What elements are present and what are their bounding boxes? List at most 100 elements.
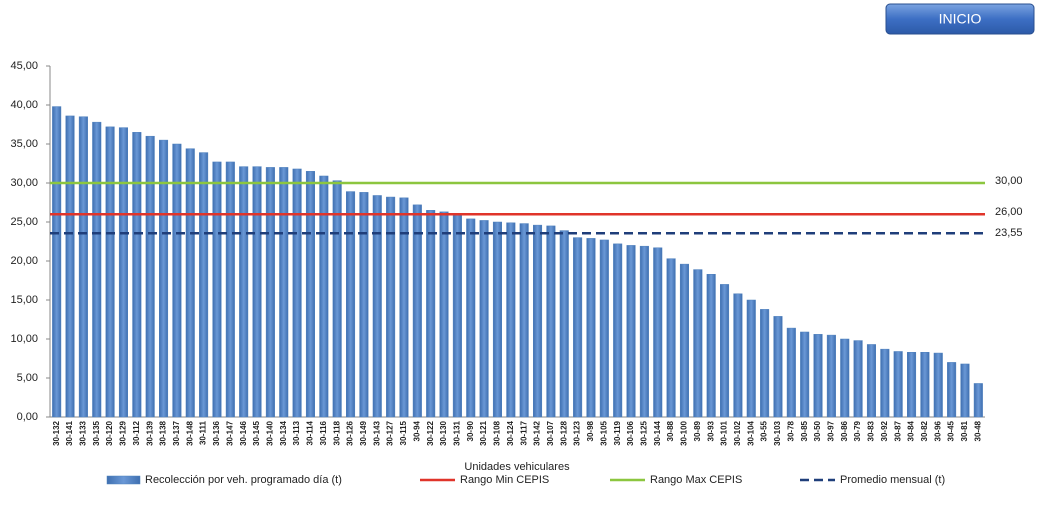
x-tick-label: 30-88	[666, 420, 675, 441]
button-label[interactable]: INICIO	[939, 11, 982, 27]
bar	[573, 237, 583, 418]
x-tick-label: 30-86	[840, 420, 849, 441]
x-tick-label: 30-134	[279, 420, 288, 445]
x-tick-label: 30-123	[573, 420, 582, 445]
bar	[960, 363, 970, 418]
bar	[346, 191, 356, 418]
bar	[492, 221, 502, 418]
x-tick-label: 30-136	[212, 420, 221, 445]
y-tick-label: 10,00	[10, 333, 38, 345]
x-tick-label: 30-141	[65, 420, 74, 445]
x-tick-label: 30-130	[439, 420, 448, 445]
bar	[412, 204, 422, 418]
legend-swatch	[106, 475, 141, 485]
x-tick-label: 30-48	[973, 420, 982, 441]
bar	[185, 148, 195, 418]
bar	[533, 224, 543, 418]
x-tick-label: 30-108	[493, 420, 502, 445]
inicio-button[interactable]: INICIO	[885, 3, 1035, 35]
legend-label: Rango Min CEPIS	[460, 474, 549, 486]
bar	[305, 171, 315, 418]
bar	[372, 195, 382, 418]
y-tick-label: 30,00	[10, 177, 38, 189]
reference-label: 26,00	[995, 206, 1023, 218]
x-tick-label: 30-122	[426, 420, 435, 445]
x-tick-label: 30-111	[199, 420, 208, 445]
x-tick-label: 30-133	[79, 420, 88, 445]
y-tick-label: 25,00	[10, 216, 38, 228]
x-tick-label: 30-144	[653, 420, 662, 445]
bar	[826, 334, 836, 418]
x-tick-label: 30-45	[947, 420, 956, 441]
x-tick-label: 30-149	[359, 420, 368, 445]
bar	[746, 299, 756, 418]
bar	[92, 121, 102, 418]
bar	[786, 327, 796, 418]
x-tick-label: 30-90	[466, 420, 475, 441]
bar	[332, 180, 342, 418]
bar	[653, 247, 663, 418]
bar	[840, 338, 850, 418]
bar	[65, 115, 75, 418]
legend-label: Rango Max CEPIS	[650, 474, 742, 486]
bar	[439, 211, 449, 418]
bar	[252, 166, 262, 418]
x-tick-label: 30-82	[920, 420, 929, 441]
bar	[132, 132, 142, 418]
x-tick-label: 30-128	[559, 420, 568, 445]
bar	[386, 196, 396, 418]
bar	[733, 293, 743, 418]
button-bg[interactable]	[885, 3, 1035, 35]
x-tick-label: 30-94	[412, 420, 421, 441]
bar	[626, 245, 636, 418]
x-tick-label: 30-148	[185, 420, 194, 445]
y-tick-label: 45,00	[10, 60, 38, 72]
bar	[145, 135, 155, 418]
x-tick-label: 30-100	[680, 420, 689, 445]
bar	[292, 168, 302, 418]
bar	[773, 316, 783, 418]
bar	[706, 274, 716, 418]
x-tick-label: 30-112	[132, 420, 141, 445]
y-tick-label: 5,00	[17, 372, 38, 384]
bar	[239, 166, 249, 418]
reference-label: 30,00	[995, 175, 1023, 187]
bar	[760, 309, 770, 418]
bar	[466, 218, 476, 418]
x-tick-label: 30-55	[760, 420, 769, 441]
bar	[519, 223, 529, 418]
x-tick-label: 30-113	[292, 420, 301, 445]
x-tick-label: 30-146	[239, 420, 248, 445]
x-tick-label: 30-117	[519, 420, 528, 445]
x-tick-label: 30-131	[453, 420, 462, 445]
x-tick-label: 30-106	[626, 420, 635, 445]
x-tick-label: 30-84	[907, 420, 916, 441]
bar	[866, 344, 876, 418]
x-tick-label: 30-85	[800, 420, 809, 441]
bar	[506, 222, 516, 418]
x-tick-label: 30-79	[853, 420, 862, 441]
x-tick-label: 30-87	[893, 420, 902, 441]
bar	[546, 225, 556, 418]
x-tick-label: 30-118	[332, 420, 341, 445]
bar	[105, 126, 115, 418]
y-tick-label: 40,00	[10, 99, 38, 111]
x-tick-label: 30-78	[786, 420, 795, 441]
x-tick-label: 30-93	[706, 420, 715, 441]
x-tick-label: 30-103	[773, 420, 782, 445]
bar	[853, 340, 863, 418]
x-tick-label: 30-105	[599, 420, 608, 445]
bar	[720, 284, 730, 418]
x-tick-label: 30-101	[720, 420, 729, 445]
bar	[586, 238, 596, 418]
x-tick-label: 30-140	[266, 420, 275, 445]
x-tick-label: 30-98	[586, 420, 595, 441]
bar	[693, 269, 703, 418]
x-tick-label: 30-145	[252, 420, 261, 445]
x-tick-label: 30-89	[693, 420, 702, 441]
bar	[973, 383, 983, 418]
bar	[225, 161, 235, 418]
x-tick-label: 30-116	[319, 420, 328, 445]
bar	[279, 167, 289, 418]
bar	[907, 352, 917, 418]
